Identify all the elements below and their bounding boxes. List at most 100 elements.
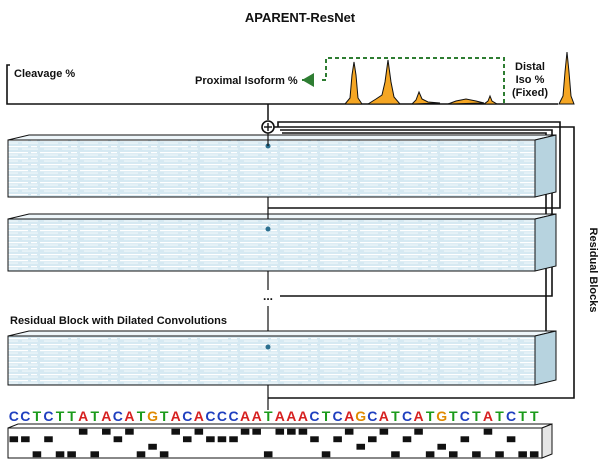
distal-label-line2: Iso %	[516, 74, 545, 86]
one-hot-cell-5	[67, 451, 76, 458]
one-hot-cell-7	[90, 451, 100, 458]
one-hot-cell-13	[159, 451, 169, 458]
one-hot-cell-12	[148, 443, 157, 450]
layer-2-node	[265, 226, 271, 232]
one-hot-cell-42	[495, 451, 504, 458]
cleavage-peak-2	[366, 59, 402, 105]
dna-base-13: T	[160, 408, 169, 424]
dna-base-15: C	[182, 408, 192, 424]
dna-base-37: G	[436, 408, 447, 424]
dna-base-31: C	[367, 408, 377, 424]
dna-base-45: T	[530, 408, 539, 424]
one-hot-cell-30	[356, 443, 366, 450]
one-hot-cell-44	[518, 451, 527, 458]
one-hot-cell-14	[171, 428, 180, 435]
dna-base-17: C	[205, 408, 215, 424]
dna-base-18: C	[217, 408, 227, 424]
one-hot-cell-36	[425, 451, 435, 458]
conv-layer-1	[7, 134, 557, 198]
one-hot-cell-1	[21, 436, 30, 443]
dna-base-2: T	[33, 408, 42, 424]
one-hot-cell-3	[44, 436, 53, 443]
distal-peak	[558, 51, 575, 105]
dna-base-7: T	[90, 408, 99, 424]
one-hot-cell-35	[414, 428, 423, 435]
cleavage-bracket	[6, 64, 558, 105]
proximal-arrowhead	[302, 73, 314, 87]
one-hot-cell-20	[240, 428, 250, 435]
one-hot-cell-25	[298, 428, 308, 435]
conv-layer-2	[7, 213, 557, 272]
dna-base-44: T	[518, 408, 527, 424]
one-hot-cell-2	[32, 451, 42, 458]
dna-base-12: G	[147, 408, 158, 424]
dna-base-0: C	[9, 408, 19, 424]
one-hot-cell-39	[460, 436, 470, 443]
cleavage-peak-1	[343, 61, 363, 105]
one-hot-cell-0	[9, 436, 19, 443]
dna-base-43: C	[506, 408, 516, 424]
one-hot-cell-22	[263, 451, 273, 458]
dna-base-34: C	[402, 408, 412, 424]
dna-base-41: A	[483, 408, 493, 424]
one-hot-cell-32	[379, 428, 389, 435]
dna-base-39: C	[460, 408, 470, 424]
one-hot-cell-18	[217, 436, 227, 443]
proximal-dashed-box	[322, 57, 505, 103]
cleavage-peak-3	[410, 90, 441, 105]
dna-base-9: C	[113, 408, 123, 424]
one-hot-cell-8	[102, 428, 111, 435]
one-hot-cell-45	[529, 451, 539, 458]
dna-base-20: A	[240, 408, 250, 424]
cleavage-peak-4	[447, 98, 485, 105]
one-hot-cell-15	[182, 436, 192, 443]
dna-base-11: T	[137, 408, 146, 424]
one-hot-cell-34	[402, 436, 412, 443]
one-hot-matrix	[7, 423, 553, 459]
dna-base-1: C	[20, 408, 30, 424]
dna-base-19: C	[228, 408, 238, 424]
cleavage-peak-5	[482, 94, 499, 105]
one-hot-cell-27	[321, 451, 331, 458]
dna-base-30: G	[355, 408, 366, 424]
dna-base-22: T	[264, 408, 273, 424]
one-hot-cell-37	[437, 443, 446, 450]
residual-block-label: Residual Block with Dilated Convolutions	[10, 315, 227, 327]
one-hot-cell-11	[136, 451, 146, 458]
one-hot-cell-24	[287, 428, 296, 435]
distal-label-line3: (Fixed)	[512, 87, 548, 99]
conv-layer-3	[7, 330, 557, 386]
dna-base-4: T	[56, 408, 65, 424]
dna-base-36: T	[426, 408, 435, 424]
dna-base-38: T	[449, 408, 458, 424]
ellipsis: ...	[263, 289, 273, 303]
dna-base-33: T	[391, 408, 400, 424]
one-hot-cell-29	[344, 428, 354, 435]
one-hot-cell-40	[472, 451, 481, 458]
layer-3-node	[265, 344, 271, 350]
dna-base-21: A	[252, 408, 262, 424]
dna-base-42: T	[495, 408, 504, 424]
proximal-isoform-label: Proximal Isoform %	[195, 75, 298, 87]
one-hot-cell-21	[252, 428, 261, 435]
residual-blocks-label: Residual Blocks	[587, 228, 599, 313]
one-hot-cell-33	[391, 451, 400, 458]
one-hot-cell-23	[275, 428, 285, 435]
dna-base-35: A	[414, 408, 424, 424]
dna-base-5: T	[67, 408, 76, 424]
one-hot-cell-19	[229, 436, 238, 443]
one-hot-cell-9	[113, 436, 123, 443]
dna-base-32: A	[379, 408, 389, 424]
dna-base-16: A	[194, 408, 204, 424]
one-hot-cell-16	[194, 428, 204, 435]
dna-base-24: A	[286, 408, 296, 424]
dna-base-6: A	[78, 408, 88, 424]
one-hot-cell-10	[125, 428, 134, 435]
one-hot-cell-38	[448, 451, 458, 458]
dna-base-14: A	[171, 408, 181, 424]
dna-base-3: C	[43, 408, 53, 424]
dna-base-10: A	[124, 408, 134, 424]
dna-base-29: A	[344, 408, 354, 424]
